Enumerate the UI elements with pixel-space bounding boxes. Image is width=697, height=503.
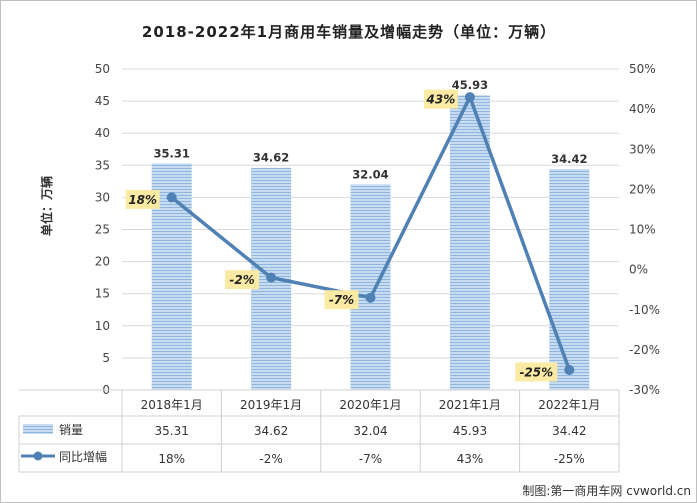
- y-tick-label: 20: [95, 255, 110, 269]
- y-tick-label: 15: [95, 287, 110, 301]
- table-cell-sales: 45.93: [453, 424, 487, 438]
- y2-tick-label: 0%: [629, 263, 648, 277]
- table-cell-growth: -2%: [259, 452, 282, 466]
- chart-title: 2018-2022年1月商用车销量及增幅走势（单位：万辆）: [142, 23, 556, 41]
- legend-key-bar: [23, 424, 53, 434]
- y-tick-label: 25: [95, 223, 110, 237]
- legend-label-growth: 同比增幅: [59, 449, 107, 464]
- line-series: 18% -2% -7% 43% -25%: [125, 89, 575, 382]
- bar-value-label: 34.62: [253, 151, 289, 165]
- line-point: [564, 364, 575, 375]
- y-tick-label: 10: [95, 319, 110, 333]
- y2-tick-label: 20%: [629, 182, 656, 196]
- x-tick-label: 2021年1月: [439, 398, 501, 412]
- pct-label-box: [423, 89, 458, 109]
- table-cell-sales: 34.62: [254, 424, 288, 438]
- data-table: 2018年1月 35.31 18% 2019年1月 34.62 -2% 2020年1月 32.…: [18, 389, 620, 473]
- table-cell-sales: 35.31: [155, 424, 189, 438]
- pct-value-label: 18%: [128, 193, 157, 207]
- x-tick-label: 2019年1月: [240, 398, 302, 412]
- table-cell-sales: 34.42: [552, 424, 586, 438]
- bar: [549, 169, 590, 390]
- pct-value-label: -2%: [229, 273, 254, 287]
- pct-label-box: [324, 290, 359, 310]
- pct-value-label: 43%: [426, 93, 456, 107]
- y-tick-label: 50: [95, 62, 110, 76]
- line-point: [266, 272, 277, 283]
- pct-value-label: -7%: [329, 293, 354, 307]
- y2-tick-label: 30%: [629, 142, 656, 156]
- line-point: [464, 92, 475, 103]
- bar-value-label: 35.31: [154, 146, 190, 160]
- y2-tick-label: -10%: [629, 303, 660, 317]
- y2-tick-label: 40%: [629, 102, 656, 116]
- table-cell-growth: -7%: [359, 452, 382, 466]
- line-point: [166, 192, 177, 203]
- y2-tick-label: 50%: [629, 62, 656, 76]
- table-cell-growth: 18%: [158, 452, 185, 466]
- pct-value-label: -25%: [519, 365, 553, 379]
- y2-tick-label: -20%: [629, 343, 660, 357]
- y-axis-label: 单位：万辆: [39, 176, 54, 236]
- bar-value-label: 32.04: [352, 167, 388, 181]
- bar-value-label: 45.93: [452, 78, 488, 92]
- y-tick-label: 30: [95, 190, 110, 204]
- table-cell-growth: 43%: [457, 452, 484, 466]
- x-tick-label: 2018年1月: [141, 398, 203, 412]
- x-tick-label: 2020年1月: [339, 398, 401, 412]
- bar: [449, 95, 490, 391]
- y-tick-label: 5: [102, 351, 110, 365]
- x-tick-label: 2022年1月: [538, 398, 600, 412]
- bar: [350, 184, 391, 390]
- y-tick-label: 40: [95, 126, 110, 140]
- pct-label-box: [125, 189, 160, 209]
- y2-tick-label: -30%: [629, 383, 660, 397]
- line-point: [365, 292, 376, 303]
- bar-value-label: 34.42: [551, 152, 587, 166]
- table-cell-growth: -25%: [554, 452, 585, 466]
- table-cell-sales: 32.04: [353, 424, 387, 438]
- pct-label-box: [225, 270, 260, 290]
- y-tick-label: 35: [95, 158, 110, 172]
- y-tick-label: 45: [95, 94, 110, 108]
- pct-label-box: [515, 362, 558, 382]
- y2-tick-label: 10%: [629, 223, 656, 237]
- legend-key-marker: [33, 451, 43, 461]
- legend-label-sales: 销量: [59, 423, 83, 437]
- source-credit: 制图:第一商用车网 cvworld.cn: [522, 483, 691, 498]
